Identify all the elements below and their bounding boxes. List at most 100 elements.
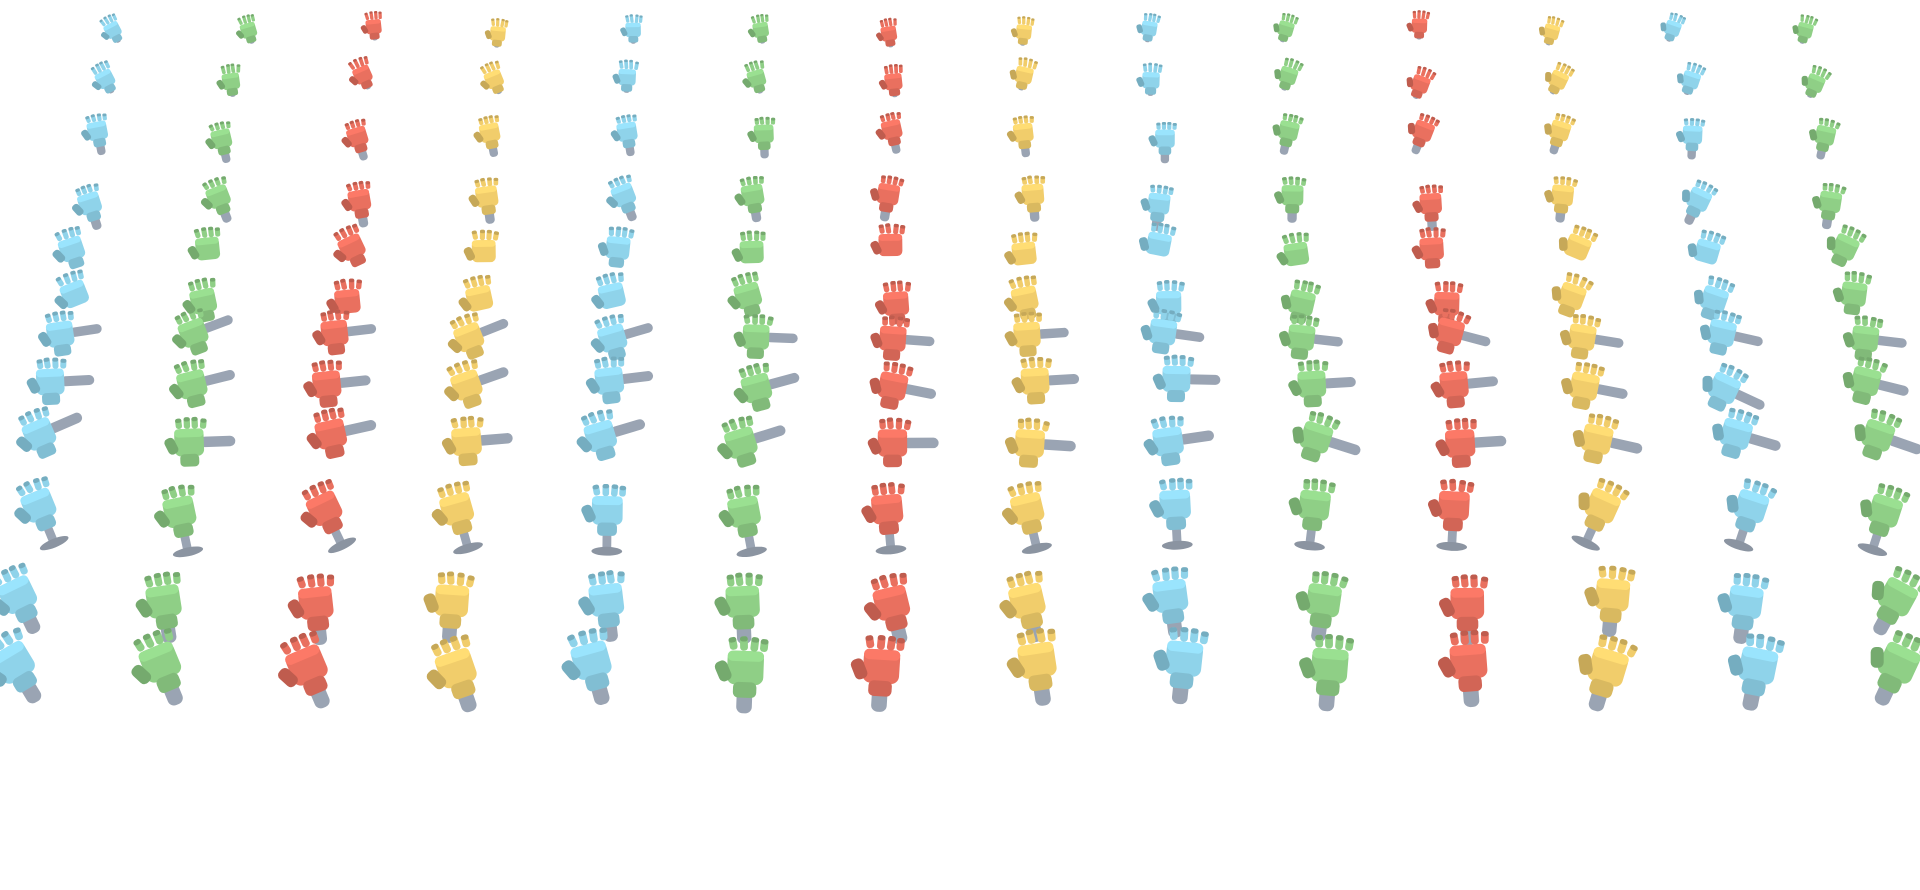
robot-hand-green — [1812, 183, 1847, 230]
robot-hand-yellow — [1001, 481, 1052, 554]
robot-hand-blue — [1143, 415, 1214, 467]
robot-hand-blue — [1717, 572, 1770, 644]
robot-hand-green — [1278, 314, 1343, 360]
robot-hand-red — [878, 64, 903, 98]
robot-hand-red — [1430, 360, 1498, 409]
robot-hand-green — [164, 416, 236, 467]
robot-hand-blue — [1712, 407, 1781, 459]
robot-hand-red — [287, 573, 335, 646]
robot-hand-green — [1280, 279, 1321, 325]
robot-hand-blue — [610, 114, 638, 157]
robot-hand-yellow — [1545, 61, 1575, 95]
robot-hand-red — [874, 280, 912, 325]
robot-hand-green — [733, 362, 800, 412]
robot-hand-green — [714, 636, 769, 714]
robot-hand-blue — [578, 570, 625, 642]
robot-hand-yellow — [1559, 314, 1624, 360]
robot-hand-yellow — [1009, 57, 1038, 91]
robot-hand-green — [1870, 630, 1920, 706]
robot-hand-green — [742, 60, 767, 94]
robot-hand-yellow — [447, 312, 509, 360]
robot-hand-blue — [14, 476, 69, 551]
robot-hand-yellow — [1551, 272, 1594, 318]
robot-hand-green — [1826, 224, 1867, 268]
robot-hand-red — [326, 278, 362, 314]
robot-hand-yellow — [1571, 477, 1630, 551]
robot-hand-green — [205, 121, 233, 164]
robot-hand-blue — [81, 113, 109, 156]
robot-hand-blue — [26, 357, 95, 406]
robot-hand-blue — [1138, 222, 1177, 257]
robot-hand-green — [1809, 117, 1841, 160]
robot-hand-blue — [1727, 633, 1785, 711]
robot-hand-yellow — [444, 359, 509, 409]
robot-hand-red — [850, 635, 905, 712]
robot-hand-yellow — [1572, 413, 1643, 465]
robot-hand-green — [172, 308, 233, 356]
robot-hand-red — [348, 56, 373, 90]
robot-hand-blue — [597, 226, 635, 268]
robot-hand-red — [870, 315, 935, 361]
robot-hand-green — [200, 176, 232, 223]
robot-hand-red — [867, 417, 939, 468]
robot-hand-yellow — [1006, 115, 1034, 158]
robot-hand-blue — [1136, 13, 1161, 43]
robot-hand-red — [1407, 113, 1440, 155]
robot-hand-blue — [0, 627, 42, 704]
robot-hand-green — [236, 14, 258, 44]
robot-hand-yellow — [1014, 175, 1046, 222]
robot-hand-red — [1406, 66, 1437, 99]
robot-hand-blue — [1675, 118, 1706, 160]
robot-hand-red — [1411, 227, 1446, 269]
robot-hand-red — [312, 309, 377, 356]
robot-hand-green — [1842, 356, 1909, 405]
robot-hand-blue — [1140, 184, 1174, 231]
robot-hand-green — [1871, 566, 1920, 636]
robot-hand-red — [870, 223, 906, 257]
robot-hand-red — [1406, 10, 1431, 40]
robot-hand-yellow — [441, 415, 513, 467]
robot-hand-blue — [1723, 478, 1778, 552]
robot-hand-green — [1276, 232, 1310, 267]
robot-hand-yellow — [1561, 361, 1628, 410]
robot-hand-yellow — [431, 480, 483, 555]
robot-hand-blue — [52, 226, 86, 270]
robot-hand-red — [1437, 629, 1489, 708]
robot-hand-blue — [99, 13, 123, 43]
robot-hand-red — [1435, 417, 1507, 468]
robot-hand-blue — [591, 272, 626, 309]
robot-hand-yellow — [480, 60, 504, 95]
robot-hand-green — [734, 175, 765, 223]
robot-hand-red — [1412, 184, 1443, 231]
robot-hand-blue — [1152, 354, 1221, 403]
robot-hand-red — [333, 223, 366, 268]
robot-hand-yellow — [458, 274, 494, 312]
robot-hand-green — [718, 484, 767, 558]
robot-hand-blue — [1660, 12, 1687, 42]
robot-hand-red — [870, 175, 905, 222]
robot-hand-yellow — [1004, 231, 1038, 266]
robot-hand-green — [1288, 359, 1356, 408]
robot-hand-yellow — [1578, 634, 1638, 712]
robot-hand-red — [360, 11, 382, 41]
robot-hand-yellow — [1544, 176, 1578, 223]
robot-hand-red — [303, 359, 371, 408]
robot-hand-blue — [71, 183, 103, 230]
robot-hand-blue — [581, 484, 627, 556]
robot-hand-red — [863, 572, 911, 645]
robot-hand-blue — [1702, 362, 1765, 412]
robot-hand-yellow — [1006, 628, 1057, 706]
robot-hand-green — [187, 226, 221, 261]
robot-hand-blue — [1136, 62, 1163, 96]
robot-hand-yellow — [1584, 565, 1636, 637]
robot-hand-red — [869, 361, 937, 410]
robot-hand-green — [714, 572, 763, 644]
robot-hand-blue — [1148, 121, 1177, 164]
robot-hand-blue — [1687, 229, 1727, 265]
robot-hand-blue — [576, 409, 646, 462]
robot-hand-yellow — [1004, 417, 1076, 468]
robot-hand-yellow — [468, 177, 499, 224]
robot-hand-blue — [16, 406, 83, 459]
robot-hand-red — [876, 17, 898, 48]
